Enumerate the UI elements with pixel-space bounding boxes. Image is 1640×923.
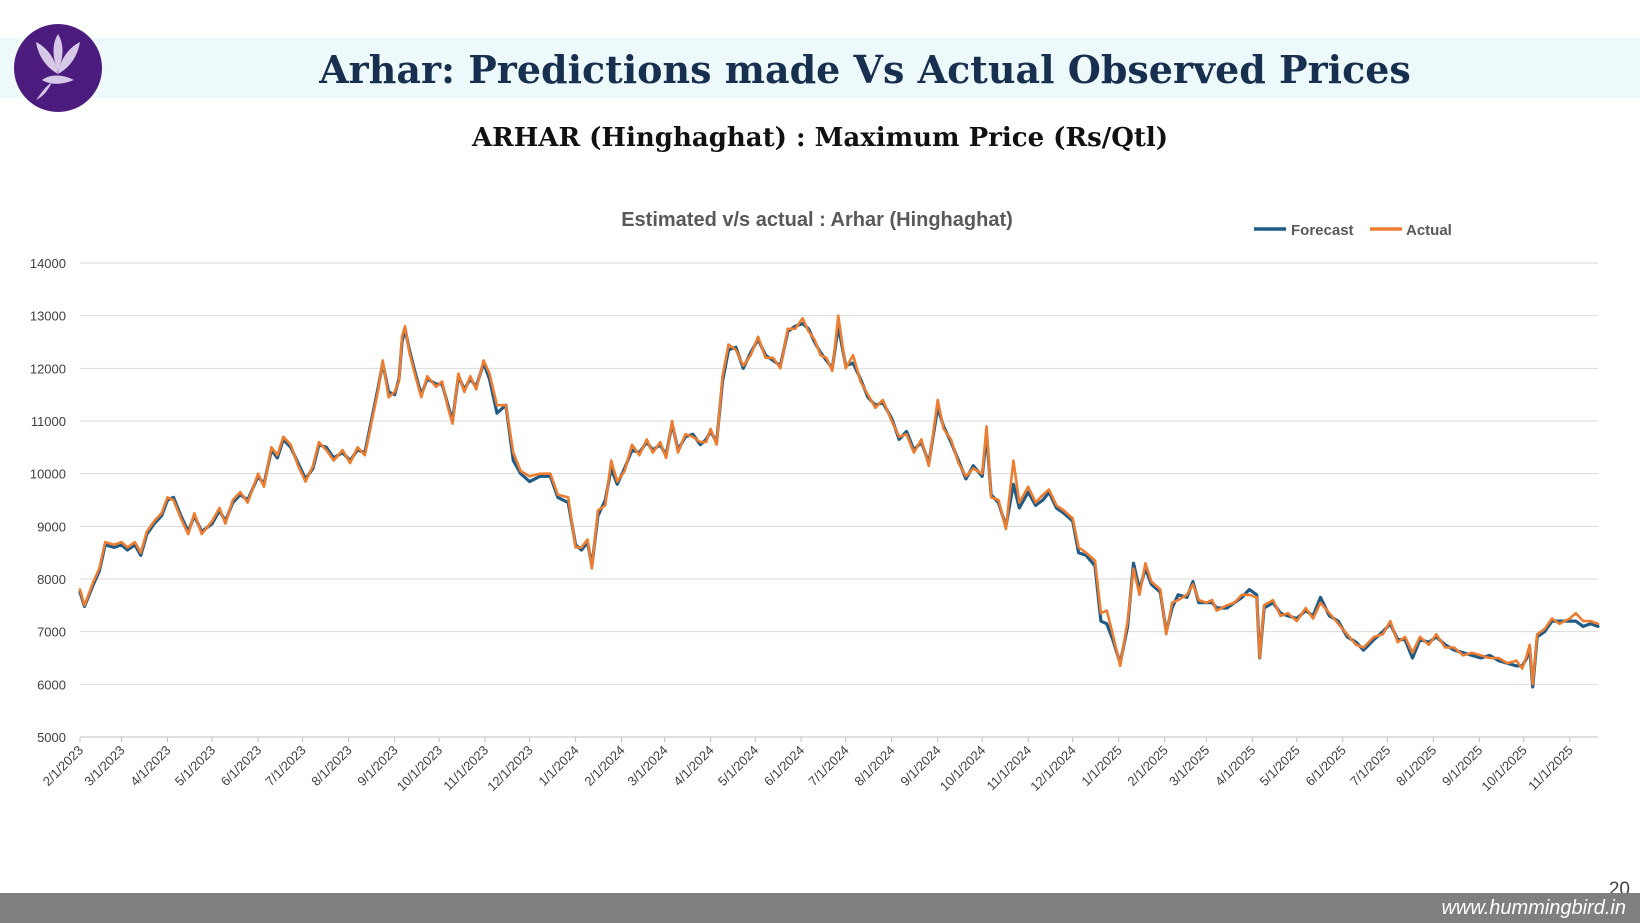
- x-tick-label: 4/1/2023: [127, 743, 173, 789]
- x-tick-label: 8/1/2024: [851, 743, 897, 789]
- footer-url: www.hummingbird.in: [1441, 897, 1626, 919]
- chart-legend: Forecast Actual: [1254, 222, 1452, 239]
- x-tick-label: 2/1/2023: [40, 743, 86, 789]
- y-tick-label: 7000: [37, 625, 66, 640]
- title-band: [0, 38, 1640, 98]
- series-line-forecast: [78, 321, 1600, 689]
- x-tick-label: 4/1/2025: [1212, 743, 1258, 789]
- x-tick-label: 10/1/2023: [394, 743, 446, 795]
- x-tick-label: 8/1/2023: [308, 743, 354, 789]
- y-tick-label: 9000: [37, 519, 66, 534]
- x-tick-label: 9/1/2024: [897, 743, 943, 789]
- x-tick-label: 6/1/2024: [761, 743, 807, 789]
- x-tick-label: 11/1/2025: [1525, 743, 1576, 794]
- x-tick-label: 1/1/2024: [535, 743, 581, 789]
- hummingbird-logo: [14, 24, 102, 112]
- x-tick-label: 3/1/2025: [1166, 743, 1212, 789]
- x-tick-label: 11/1/2023: [440, 743, 491, 794]
- x-tick-label: 3/1/2023: [81, 743, 127, 789]
- x-tick-label: 7/1/2025: [1347, 743, 1393, 789]
- footer-bar: [0, 893, 1640, 923]
- y-axis: 5000 6000 7000 8000 9000 10000 11000 12000 13000…: [30, 256, 66, 745]
- y-tick-label: 8000: [37, 572, 66, 587]
- x-tick-label: 2/1/2024: [581, 743, 627, 789]
- x-tick-label: 9/1/2025: [1439, 743, 1485, 789]
- y-tick-label: 14000: [30, 256, 66, 271]
- x-tick-label: 8/1/2025: [1393, 743, 1439, 789]
- x-tick-label: 12/1/2023: [484, 743, 536, 795]
- y-tick-label: 12000: [30, 361, 66, 376]
- x-tick-label: 3/1/2024: [624, 743, 670, 789]
- price-line-chart: Estimated v/s actual : Arhar (Hinghaghat…: [30, 209, 1600, 795]
- x-tick-label: 5/1/2024: [715, 743, 761, 789]
- chart-title: Estimated v/s actual : Arhar (Hinghaghat…: [621, 209, 1013, 231]
- x-tick-label: 5/1/2025: [1257, 743, 1303, 789]
- x-tick-label: 2/1/2025: [1124, 743, 1170, 789]
- chart-series: [78, 314, 1600, 689]
- y-tick-label: 13000: [30, 309, 66, 324]
- y-tick-label: 11000: [31, 414, 66, 429]
- x-tick-label: 6/1/2025: [1303, 743, 1349, 789]
- x-tick-label: 10/1/2025: [1478, 743, 1530, 795]
- x-tick-label: 12/1/2024: [1027, 743, 1079, 795]
- x-tick-label: 7/1/2024: [805, 743, 851, 789]
- legend-forecast-label: Forecast: [1291, 222, 1354, 239]
- y-tick-label: 5000: [37, 730, 66, 745]
- slide-title: Arhar: Predictions made Vs Actual Observ…: [319, 47, 1411, 92]
- slide-subtitle: ARHAR (Hinghaghat) : Maximum Price (Rs/Q…: [471, 123, 1169, 153]
- x-tick-label: 7/1/2023: [262, 743, 308, 789]
- x-tick-label: 10/1/2024: [937, 743, 989, 795]
- x-tick-label: 6/1/2023: [218, 743, 264, 789]
- x-tick-label: 4/1/2024: [670, 743, 716, 789]
- x-tick-label: 1/1/2025: [1078, 743, 1124, 789]
- x-tick-label: 11/1/2024: [983, 743, 1034, 794]
- y-tick-label: 6000: [37, 677, 66, 692]
- x-tick-label: 5/1/2023: [172, 743, 218, 789]
- series-line-actual: [78, 314, 1600, 686]
- legend-actual-label: Actual: [1406, 222, 1452, 239]
- x-tick-label: 9/1/2023: [354, 743, 400, 789]
- y-tick-label: 10000: [30, 467, 66, 482]
- chart-gridlines: [80, 262, 1598, 685]
